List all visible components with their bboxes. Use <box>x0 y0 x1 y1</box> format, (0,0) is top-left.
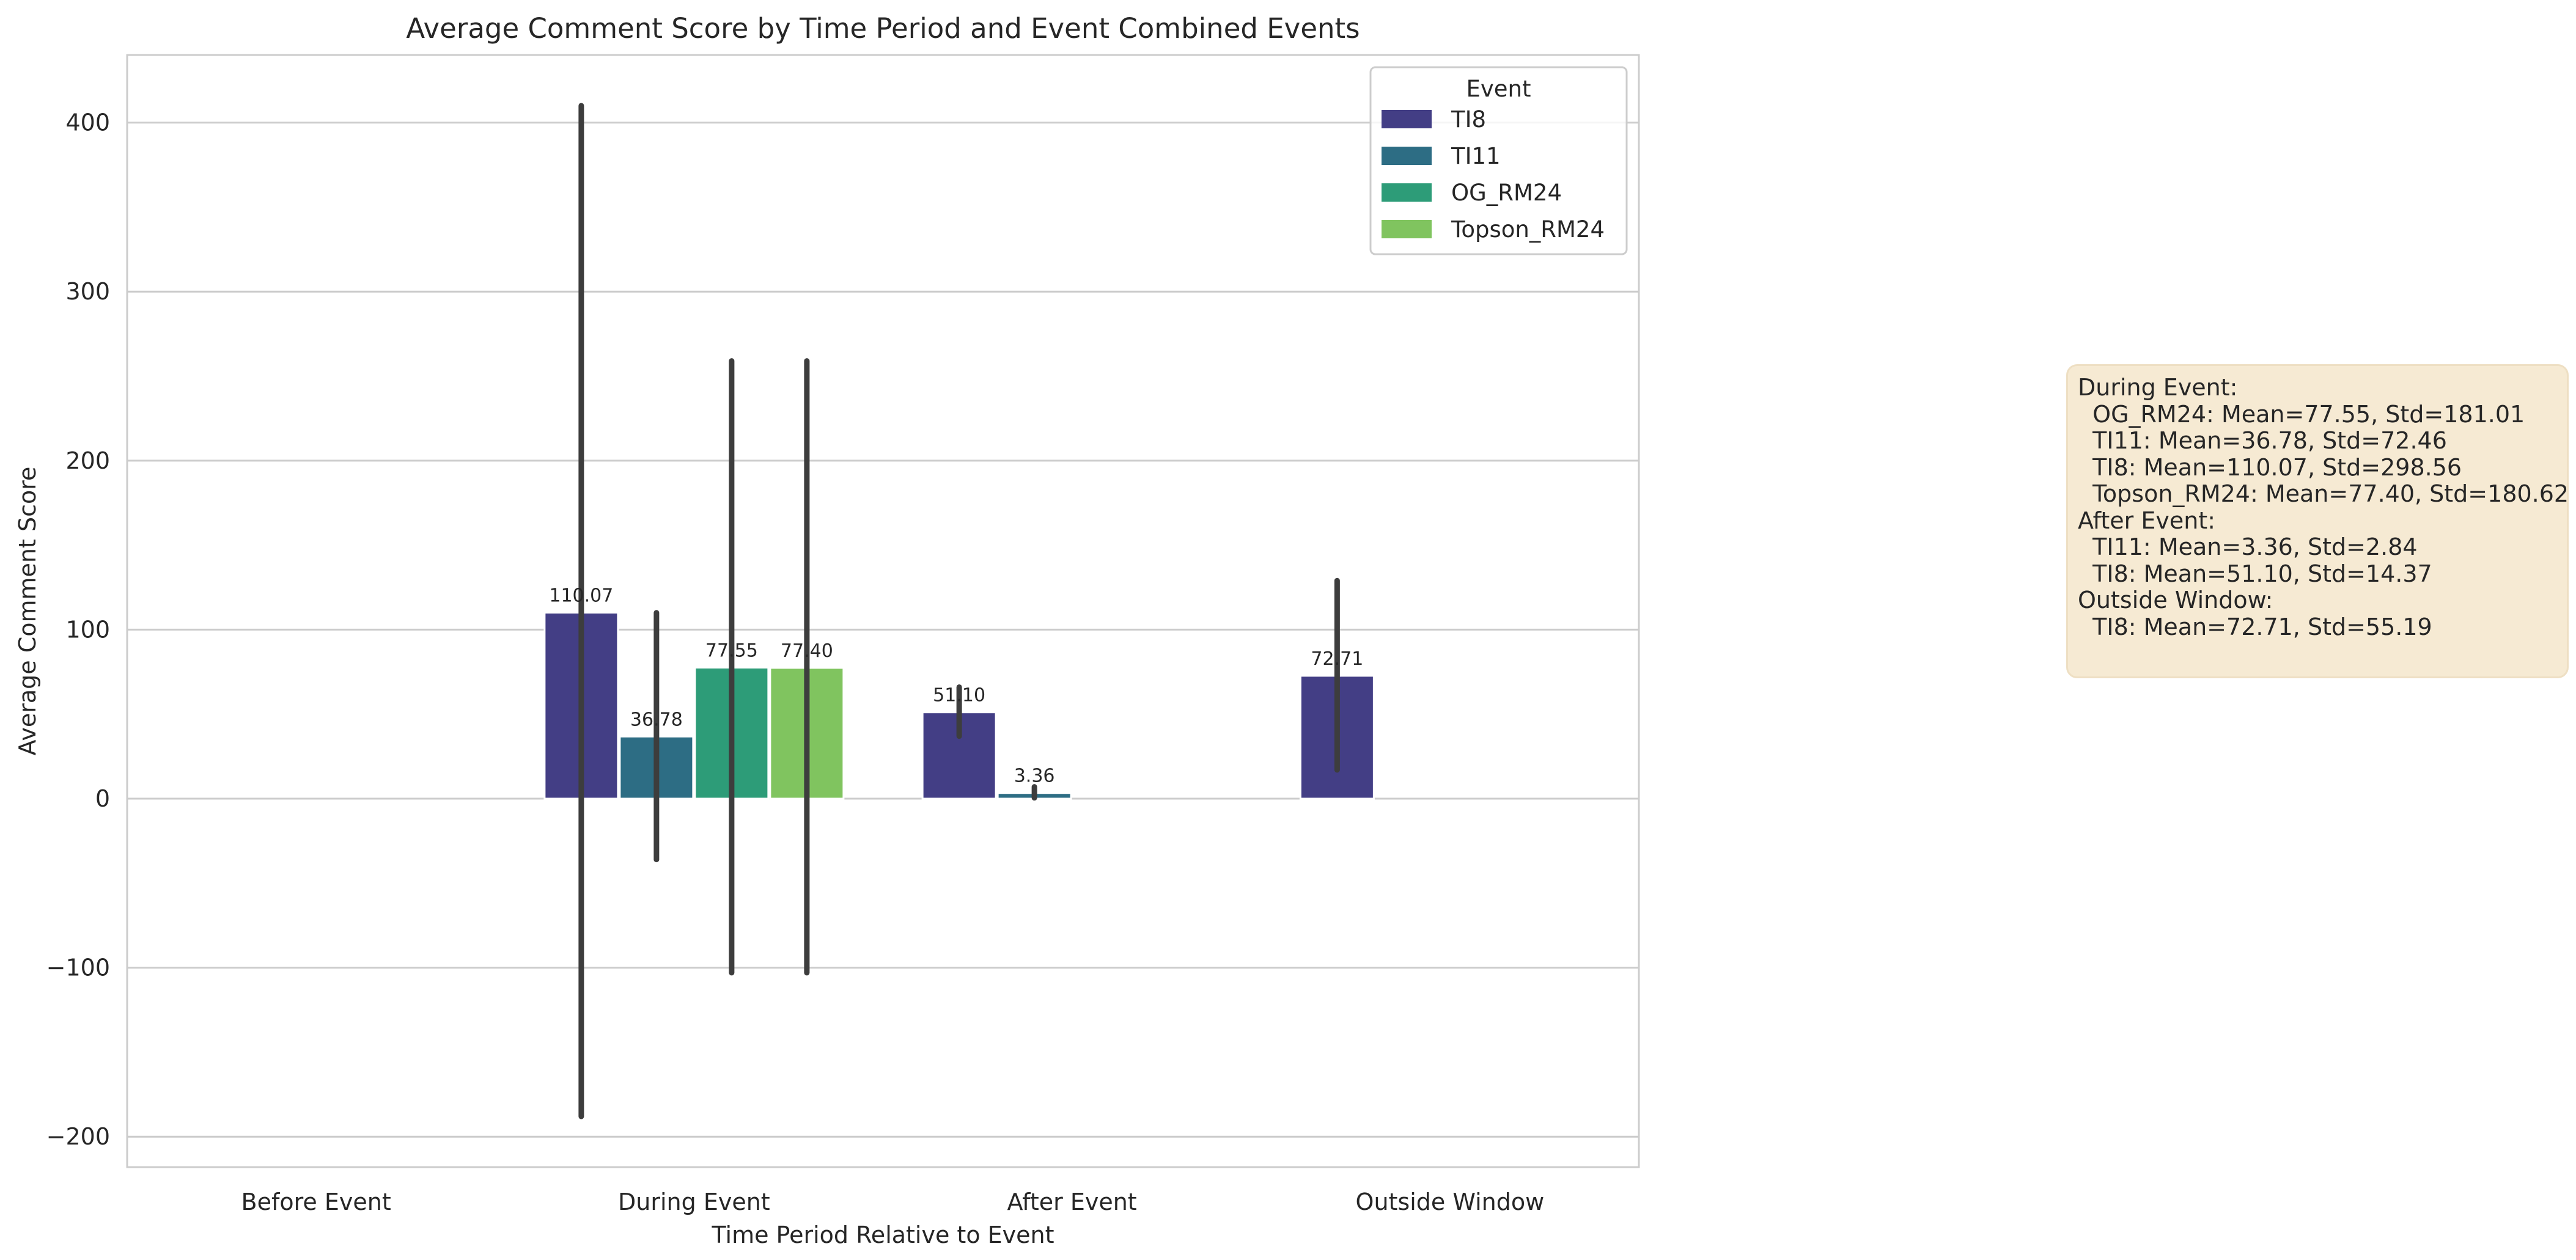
y-axis-label: Average Comment Score <box>14 467 41 756</box>
y-tick-label: 200 <box>65 447 110 474</box>
legend-label: Topson_RM24 <box>1451 216 1605 243</box>
legend-swatch <box>1382 110 1432 128</box>
data-labels: 110.07 51.10 72.71 36.78 3.36 77.55 77.40 <box>549 585 1363 787</box>
legend-swatch <box>1382 220 1432 238</box>
x-tick-label: Before Event <box>241 1189 391 1215</box>
stats-line: Topson_RM24: Mean=77.40, Std=180.62 <box>2078 480 2569 507</box>
legend-box <box>1369 66 1628 255</box>
x-tick-label: During Event <box>618 1189 770 1215</box>
stats-line: TI11: Mean=36.78, Std=72.46 <box>2078 427 2447 454</box>
stats-line: OG_RM24: Mean=77.55, Std=181.01 <box>2078 400 2525 428</box>
plot-frame <box>126 54 1640 1168</box>
x-axis-label: Time Period Relative to Event <box>711 1222 1054 1248</box>
data-label: 77.55 <box>705 640 758 662</box>
chart-title: Average Comment Score by Time Period and… <box>406 12 1360 45</box>
data-label: 110.07 <box>549 585 613 607</box>
legend-label: TI8 <box>1451 106 1486 133</box>
legend-items: TI8 TI11 OG_RM24 Topson_RM24 <box>1382 106 1605 243</box>
x-tick-label: Outside Window <box>1356 1189 1545 1215</box>
data-label: 3.36 <box>1014 766 1055 787</box>
y-tick-label: 0 <box>95 785 110 812</box>
legend: Event TI8 TI11 OG_RM24 Topson_RM24 <box>1369 66 1628 255</box>
error-bars <box>578 103 1340 1119</box>
y-tick-label: −100 <box>46 954 110 981</box>
stats-line: TI8: Mean=110.07, Std=298.56 <box>2078 453 2462 481</box>
stats-line: During Event: <box>2078 374 2238 401</box>
y-tick-label: 100 <box>65 616 110 643</box>
legend-title: Event <box>1466 76 1531 102</box>
legend-swatch <box>1382 147 1432 165</box>
data-label: 36.78 <box>630 709 683 730</box>
y-tick-label: −200 <box>46 1123 110 1150</box>
grid-lines <box>127 122 1639 1138</box>
stats-line: Outside Window: <box>2078 587 2273 614</box>
legend-label: TI11 <box>1451 143 1501 169</box>
data-label: 77.40 <box>781 640 833 662</box>
stats-line: TI8: Mean=72.71, Std=55.19 <box>2078 613 2432 640</box>
y-tick-label: 300 <box>65 278 110 305</box>
legend-swatch <box>1382 183 1432 202</box>
data-label: 72.71 <box>1311 648 1363 670</box>
legend-label: OG_RM24 <box>1451 180 1562 206</box>
stats-line: After Event: <box>2078 507 2215 534</box>
stats-line: TI11: Mean=3.36, Std=2.84 <box>2078 533 2418 560</box>
x-tick-label: After Event <box>1007 1189 1137 1215</box>
axis-ticks: 400 300 200 100 0 −100 −200 Before Event During … <box>46 109 1545 1215</box>
statistics-annotation-box: During Event: OG_RM24: Mean=77.55, Std=1… <box>2066 364 2569 678</box>
stats-line: TI8: Mean=51.10, Std=14.37 <box>2078 560 2432 587</box>
data-label: 51.10 <box>933 685 985 706</box>
y-tick-label: 400 <box>65 109 110 136</box>
